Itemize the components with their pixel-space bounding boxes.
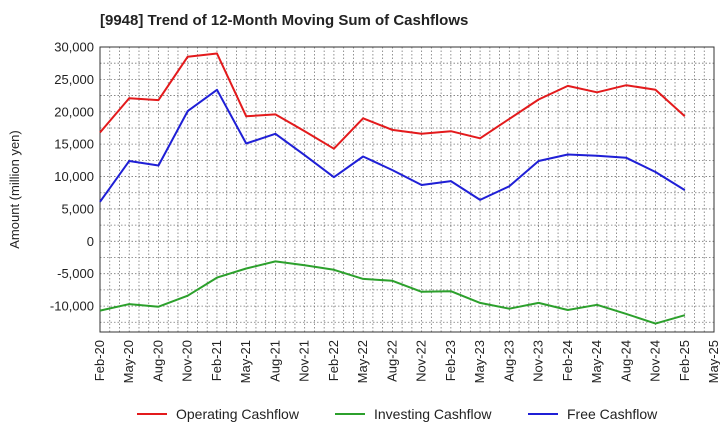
x-tick-label: May-24 bbox=[589, 340, 604, 383]
x-tick-label: Feb-24 bbox=[560, 340, 575, 381]
x-tick-label: Feb-23 bbox=[443, 340, 458, 381]
x-tick-label: Nov-24 bbox=[648, 340, 663, 382]
investing-cashflow-legend-label: Investing Cashflow bbox=[374, 406, 492, 422]
investing-cashflow-line bbox=[99, 260, 686, 325]
x-tick-label: May-21 bbox=[238, 340, 253, 383]
x-tick-label: Nov-21 bbox=[297, 340, 312, 382]
y-tick-label: -5,000 bbox=[57, 266, 94, 281]
operating-cashflow-legend-label: Operating Cashflow bbox=[176, 406, 300, 422]
x-tick-label: May-25 bbox=[706, 340, 720, 383]
x-tick-label: Feb-20 bbox=[92, 340, 107, 381]
x-tick-label: Aug-22 bbox=[384, 340, 399, 382]
x-tick-label: Aug-21 bbox=[267, 340, 282, 382]
x-tick-label: Nov-22 bbox=[414, 340, 429, 382]
x-tick-label: Nov-20 bbox=[180, 340, 195, 382]
operating-cashflow-line bbox=[99, 52, 686, 150]
y-tick-label: 0 bbox=[87, 234, 94, 249]
free-cashflow-line bbox=[99, 88, 686, 203]
y-tick-label: 15,000 bbox=[54, 137, 94, 152]
x-tick-label: Feb-22 bbox=[326, 340, 341, 381]
x-tick-label: Feb-21 bbox=[209, 340, 224, 381]
y-tick-label: 5,000 bbox=[61, 201, 94, 216]
x-tick-label: Feb-25 bbox=[677, 340, 692, 381]
y-tick-label: 30,000 bbox=[54, 40, 94, 55]
x-tick-label: Nov-23 bbox=[531, 340, 546, 382]
y-tick-label: 20,000 bbox=[54, 104, 94, 119]
chart-title: [9948] Trend of 12-Month Moving Sum of C… bbox=[100, 12, 469, 29]
free-cashflow-legend-label: Free Cashflow bbox=[567, 406, 658, 422]
y-tick-label: 25,000 bbox=[54, 72, 94, 87]
x-tick-label: Aug-23 bbox=[501, 340, 516, 382]
plot-border bbox=[99, 46, 715, 333]
plot-area bbox=[100, 47, 714, 332]
y-axis-title: Amount (million yen) bbox=[7, 130, 22, 249]
y-tick-label: 10,000 bbox=[54, 169, 94, 184]
x-tick-label: Aug-24 bbox=[618, 340, 633, 382]
y-tick-label: -10,000 bbox=[50, 299, 94, 314]
x-tick-label: May-20 bbox=[121, 340, 136, 383]
x-tick-label: Aug-20 bbox=[150, 340, 165, 382]
x-tick-label: May-22 bbox=[355, 340, 370, 383]
x-tick-label: May-23 bbox=[472, 340, 487, 383]
